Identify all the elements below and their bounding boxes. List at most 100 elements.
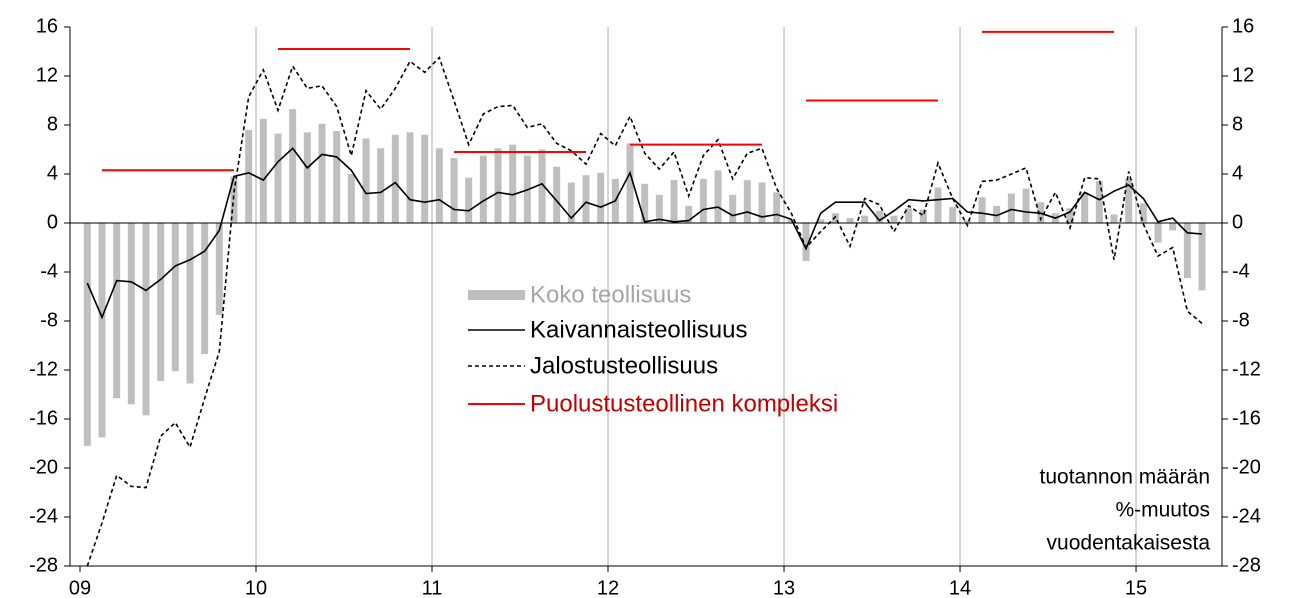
bar [274,133,282,223]
y-tick-label: -12 [29,358,58,380]
bar [127,223,135,405]
bar [303,132,311,223]
bar [758,182,766,223]
y2-tick-label: 16 [1232,15,1254,37]
bar [406,132,414,223]
y2-tick-label: 12 [1232,64,1254,86]
y-tick-label: 8 [47,113,58,135]
bar [479,155,487,223]
bar [113,223,121,399]
legend-swatch [468,290,525,300]
bar [494,148,502,223]
bar [934,187,942,223]
bar [391,134,399,223]
annotation: tuotannon määrän [1040,466,1210,489]
bar [567,182,575,223]
bar [538,149,546,223]
bar [1139,203,1147,223]
bar [1154,223,1162,243]
y-tick-label: -24 [29,505,58,527]
bar [729,194,737,223]
bar [435,148,443,223]
y2-tick-label: -12 [1232,358,1261,380]
y-tick-label: 12 [36,64,58,86]
bar [259,118,267,223]
y2-tick-label: -20 [1232,456,1261,478]
series-line [86,56,1203,567]
y2-tick-label: -16 [1232,407,1261,429]
bar [465,177,473,223]
bar [509,144,517,223]
bar [215,223,223,315]
bar [978,197,986,223]
bar [582,175,590,223]
y2-tick-label: 0 [1232,211,1243,233]
bar [450,158,458,223]
x-tick-label: 14 [949,577,971,598]
series-line [86,147,1203,320]
bar [245,129,253,223]
annotation: %-muutos [1115,499,1210,522]
legend-label: Kaivannaisteollisuus [530,316,747,343]
bar [626,143,634,223]
bar [1183,223,1191,279]
bar [963,220,971,223]
bar [157,223,165,382]
y2-tick-label: 4 [1232,162,1243,184]
bar [230,176,238,223]
y2-tick-label: -24 [1232,505,1261,527]
bar [773,192,781,223]
bar [846,218,854,223]
legend-label: Puolustusteollinen kompleksi [530,390,838,417]
bar [171,223,179,372]
bar [949,207,957,223]
bar [817,219,825,223]
y2-tick-label: 8 [1232,113,1243,135]
bar [743,180,751,223]
bar [553,166,561,223]
bar [905,208,913,223]
bar [1081,192,1089,223]
bar [861,215,869,223]
x-tick-label: 11 [422,577,443,598]
bar [318,123,326,223]
bar [1066,208,1074,223]
y-tick-label: 4 [47,162,58,184]
series-line [102,30,1114,172]
x-tick-label: 09 [69,577,91,598]
bar [347,174,355,223]
y-tick-label: -4 [40,260,58,282]
x-tick-label: 12 [597,577,619,598]
x-tick-label: 15 [1125,577,1147,598]
y2-tick-label: -4 [1232,260,1250,282]
y-tick-label: -28 [29,554,58,576]
y2-tick-label: -8 [1232,309,1250,331]
bar [289,109,297,223]
bar [890,215,898,223]
bar [142,223,150,416]
bar [685,205,693,223]
bar [1095,181,1103,223]
y-tick-label: 0 [47,211,58,233]
x-tick-label: 13 [773,577,795,598]
bar [993,205,1001,223]
y-tick-label: -16 [29,407,58,429]
bar [699,178,707,223]
legend-label: Jalostusteollisuus [530,352,718,379]
bar [655,194,663,223]
bar [333,131,341,223]
bar [641,183,649,223]
bar [1007,193,1015,223]
y-tick-label: 16 [36,15,58,37]
bar [714,170,722,223]
y2-tick-label: -28 [1232,554,1261,576]
bar [83,223,91,446]
bar [1198,223,1206,291]
legend-label: Koko teollisuus [530,281,691,308]
y-tick-label: -8 [40,309,58,331]
bar [831,213,839,223]
x-tick-label: 10 [245,577,267,598]
bar [186,223,194,384]
bar [1022,188,1030,223]
